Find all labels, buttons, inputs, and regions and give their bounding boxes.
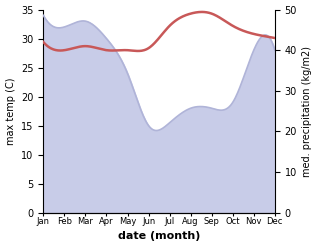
Y-axis label: max temp (C): max temp (C) [5, 77, 16, 145]
Y-axis label: med. precipitation (kg/m2): med. precipitation (kg/m2) [302, 46, 313, 177]
X-axis label: date (month): date (month) [118, 231, 200, 242]
